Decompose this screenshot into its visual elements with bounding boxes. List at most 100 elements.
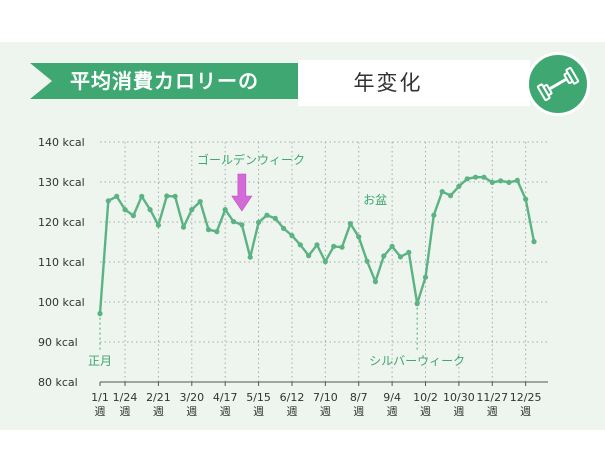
data-point: [180, 224, 187, 230]
data-point: [347, 221, 353, 227]
x-tick-sublabel: 週: [453, 405, 464, 418]
data-point: [514, 177, 520, 183]
data-point: [214, 229, 220, 235]
x-tick-label: 3/20: [179, 391, 204, 404]
x-tick-label: 11/27: [476, 391, 508, 404]
data-point: [172, 193, 178, 199]
data-point: [297, 242, 303, 248]
x-tick-label: 7/10: [313, 391, 338, 404]
data-point: [164, 193, 170, 199]
series-calories: [97, 174, 537, 317]
y-tick-label: 140 kcal: [38, 136, 85, 149]
x-tick-sublabel: 週: [387, 405, 398, 418]
x-tick-sublabel: 週: [286, 405, 297, 418]
data-point: [306, 253, 312, 259]
data-point: [472, 174, 479, 180]
y-tick-label: 100 kcal: [38, 296, 85, 309]
dumbbell-icon: [536, 66, 580, 102]
data-point: [114, 193, 120, 199]
data-point: [222, 207, 228, 213]
data-point: [531, 239, 537, 245]
title-box: 年変化: [298, 60, 530, 106]
data-point: [523, 196, 529, 202]
data-point: [356, 234, 362, 240]
data-point: [189, 207, 195, 213]
data-point: [281, 225, 287, 231]
data-point: [314, 242, 320, 248]
y-tick-label: 120 kcal: [38, 216, 85, 229]
data-point: [406, 249, 412, 255]
data-point: [147, 207, 153, 213]
data-point: [414, 301, 420, 307]
x-tick-sublabel: 週: [120, 405, 131, 418]
data-point: [447, 193, 454, 199]
data-point: [364, 258, 370, 264]
data-point: [381, 253, 387, 259]
data-point: [264, 212, 270, 218]
banner-text: 平均消費カロリーの: [70, 69, 259, 93]
x-tick-sublabel: 週: [153, 405, 164, 418]
x-tick-sublabel: 週: [420, 405, 431, 418]
dumbbell-badge: [526, 52, 590, 116]
y-tick-label: 80 kcal: [38, 376, 78, 389]
data-point: [247, 254, 253, 260]
data-point: [498, 178, 504, 184]
data-point: [105, 198, 111, 204]
y-tick-label: 90 kcal: [38, 336, 78, 349]
x-tick-sublabel: 週: [186, 405, 197, 418]
data-point: [489, 179, 495, 185]
x-tick-sublabel: 週: [320, 405, 331, 418]
data-point: [239, 222, 245, 228]
annotation-silver-week: シルバーウィーク: [369, 354, 465, 368]
y-tick-label: 130 kcal: [38, 176, 85, 189]
data-point: [97, 311, 103, 317]
x-tick-sublabel: 週: [487, 405, 498, 418]
x-tick-label: 4/17: [213, 391, 238, 404]
data-point: [331, 243, 337, 249]
data-point: [389, 243, 395, 249]
x-tick-label: 1/24: [113, 391, 138, 404]
data-point: [155, 222, 162, 228]
data-point: [456, 183, 462, 189]
annotation-new-year: 正月: [88, 354, 112, 368]
x-tick-sublabel: 週: [220, 405, 231, 418]
annotation-obon: お盆: [363, 193, 387, 207]
data-point: [339, 244, 345, 250]
data-point: [130, 213, 136, 219]
x-tick-label: 12/25: [510, 391, 542, 404]
x-tick-sublabel: 週: [353, 405, 364, 418]
data-point: [205, 227, 212, 233]
x-tick-label: 1/1: [91, 391, 109, 404]
x-tick-sublabel: 週: [253, 405, 264, 418]
y-tick-label: 110 kcal: [38, 256, 85, 269]
page-title: 年変化: [353, 71, 423, 95]
x-tick-label: 10/2: [413, 391, 438, 404]
data-point: [289, 233, 295, 239]
data-point: [506, 179, 512, 185]
data-point: [322, 259, 328, 265]
x-tick-label: 2/21: [146, 391, 171, 404]
data-point: [372, 279, 379, 285]
data-point: [397, 254, 404, 260]
x-tick-label: 9/4: [383, 391, 401, 404]
axes: 80 kcal 90 kcal 100 kcal 110 kcal 120 kcal 13…: [38, 136, 548, 418]
x-tick-sublabel: 週: [520, 405, 531, 418]
data-point: [464, 176, 470, 182]
title-banner: [30, 63, 298, 99]
x-tick-label: 5/15: [246, 391, 271, 404]
data-point: [431, 212, 437, 218]
data-point: [255, 219, 262, 225]
data-point: [197, 199, 203, 205]
x-tick-sublabel: 週: [95, 405, 106, 418]
data-point: [439, 189, 445, 195]
annotation-golden-week: ゴールデンウィーク: [197, 152, 305, 167]
data-point: [422, 274, 429, 280]
x-tick-label: 8/7: [350, 391, 368, 404]
data-point: [230, 219, 237, 225]
data-point: [272, 215, 278, 221]
data-point: [481, 174, 487, 180]
x-tick-label: 10/30: [443, 391, 475, 404]
golden-week-arrow: [231, 173, 253, 212]
